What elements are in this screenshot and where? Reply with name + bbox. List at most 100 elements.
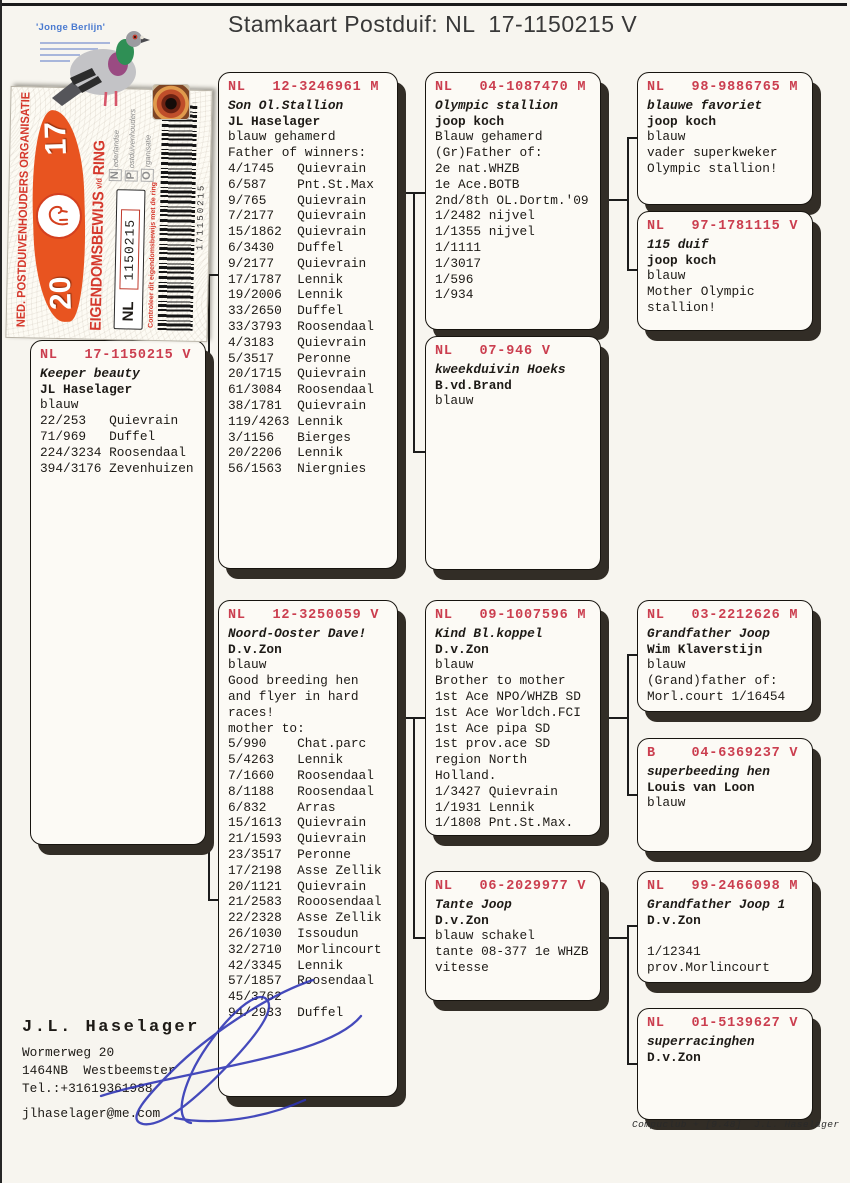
connector-dam-stub: [396, 717, 425, 719]
owner-name: D.v.Zon: [647, 912, 701, 928]
owner-name: joop koch: [435, 113, 505, 129]
pigeon-name: Kind Bl.koppel: [435, 625, 543, 641]
photo-annotations: [40, 38, 114, 66]
ring-number: NL 04-1087470 M: [435, 80, 587, 95]
results-list: blauw Mother Olympic stallion!: [647, 268, 755, 315]
owner-name: D.v.Zon: [435, 641, 489, 657]
owner-name: D.v.Zon: [647, 1049, 701, 1065]
pigeon-photo: [52, 31, 150, 107]
ring-number: NL 03-2212626 M: [647, 608, 799, 623]
pigeon-name: Grandfather Joop 1: [647, 896, 786, 912]
connector-to-ggp1: [627, 137, 637, 139]
ring-number: NL 12-3250059 V: [228, 608, 380, 623]
connector-to-ggp3: [627, 654, 637, 656]
pedigree-box-ggp-5: NL 99-2466098 M Grandfather Joop 1 D.v.Z…: [637, 871, 813, 983]
ring-number: NL 97-1781115 V: [647, 219, 799, 234]
ring-card-face: NED. POSTDUIVENHOUDERS ORGANISATIE 20 17…: [5, 85, 213, 343]
connector-gp3-stub: [599, 717, 629, 719]
owner-name: JL Haselager: [228, 113, 321, 129]
owner-name: B.vd.Brand: [435, 377, 512, 393]
year-left: 20: [43, 276, 78, 311]
ring-number: NL 06-2029977 V: [435, 879, 587, 894]
pedigree-box-ggp-1: NL 98-9886765 M blauwe favoriet joop koc…: [637, 72, 813, 205]
connector-gp1-vertical: [627, 137, 629, 271]
scan-edge-left: [0, 0, 2, 1183]
npo-text-n: ederlandse: [110, 129, 121, 168]
pedigree-box-ggp-3: NL 03-2212626 M Grandfather Joop Wim Kla…: [637, 600, 813, 712]
ring-number-value: 1150215: [119, 209, 141, 290]
pigeon-name: Tante Joop: [435, 896, 512, 912]
ring-number: NL 98-9886765 M: [647, 80, 799, 95]
connector-to-ggp6: [627, 1063, 637, 1065]
ring-number: NL 07-946 V: [435, 344, 551, 359]
ring-number-box: NL 1150215: [113, 189, 146, 330]
owner-name: Louis van Loon: [647, 779, 755, 795]
owner-name: joop koch: [647, 113, 717, 129]
connector-sire-gp-vertical: [413, 192, 415, 453]
barcode: [157, 102, 198, 331]
breeder-address: Wormerweg 20 1464NB Westbeemster Tel.:+3…: [22, 1044, 176, 1098]
npo-year-emblem: 20 17: [29, 109, 89, 323]
scan-edge-top: [0, 3, 847, 6]
ownership-ring-card: NED. POSTDUIVENHOUDERS ORGANISATIE 20 17…: [5, 85, 213, 343]
pedigree-box-grandsire-2: NL 09-1007596 M Kind Bl.koppel D.v.Zon b…: [425, 600, 601, 836]
ring-number: NL 17-1150215 V: [40, 348, 192, 363]
npo-letter-n: N: [108, 169, 122, 182]
pigeon-name: superbeeding hen: [647, 763, 770, 779]
address-line-1: Wormerweg 20: [22, 1045, 115, 1060]
pedigree-box-ggp-4: B 04-6369237 V superbeeding hen Louis va…: [637, 738, 813, 852]
results-list: blauw schakel tante 08-377 1e WHZB vites…: [435, 928, 589, 975]
connector-gp3-vertical: [627, 654, 629, 796]
lion-emblem-icon: [35, 192, 83, 240]
npo-text-p: ostduivenhouders: [126, 108, 138, 169]
pedigree-box-ggp-6: NL 01-5139627 V superracinghen D.v.Zon: [637, 1008, 813, 1120]
results-list: blauw vader superkweker Olympic stallion…: [647, 129, 778, 176]
results-list: 1/12341 prov.Morlincourt: [647, 944, 770, 975]
pigeon-name: blauwe favoriet: [647, 97, 763, 113]
pedigree-box-subject: NL 17-1150215 V Keeper beauty JL Haselag…: [30, 340, 206, 845]
connector-gp4-stub: [599, 937, 629, 939]
card-title: EIGENDOMSBEWIJS v/d RING: [88, 109, 111, 331]
connector-gp4-vertical: [627, 925, 629, 1065]
pigeon-name: Grandfather Joop: [647, 625, 770, 641]
connector-parents-vertical: [208, 274, 210, 901]
year-right: 17: [38, 121, 74, 156]
connector-to-gp4: [413, 937, 425, 939]
pedigree-box-ggp-2: NL 97-1781115 V 115 duif joop koch blauw…: [637, 211, 813, 331]
results-list: blauw Brother to mother 1st Ace NPO/WHZB…: [435, 657, 581, 831]
card-title-vd: v/d: [94, 177, 104, 189]
results-list: blauw Good breeding hen and flyer in har…: [228, 657, 382, 1020]
card-title-ring: RING: [90, 140, 109, 176]
phone-number: Tel.:+31619361988: [22, 1081, 153, 1096]
connector-dam-gp-vertical: [413, 717, 415, 939]
pigeon-eye-photo: [152, 84, 190, 120]
signature: [99, 978, 363, 1126]
pedigree-box-grandsire-1: NL 04-1087470 M Olympic stallion joop ko…: [425, 72, 601, 330]
address-line-2: 1464NB Westbeemster: [22, 1063, 176, 1078]
connector-to-gp2: [413, 451, 425, 453]
pigeon-name: superracinghen: [647, 1033, 755, 1049]
owner-name: joop koch: [647, 252, 717, 268]
results-list: blauw: [435, 393, 474, 409]
pigeon-name-caption: 'Jonge Berlijn': [36, 22, 106, 33]
pigeon-name: 115 duif: [647, 236, 709, 252]
pedigree-box-granddam-2: NL 06-2029977 V Tante Joop D.v.Zon blauw…: [425, 871, 601, 1001]
country-code: NL: [119, 301, 138, 322]
npo-letter-p: P: [124, 170, 138, 182]
software-credit: Compuclub + [9.48] J.L. Haselager: [632, 1119, 840, 1130]
card-organisation-label: NED. POSTDUIVENHOUDERS ORGANISATIE: [13, 91, 33, 328]
pedigree-box-sire: NL 12-3246961 M Son Ol.Stallion JL Hasel…: [218, 72, 398, 569]
pedigree-box-dam: NL 12-3250059 V Noord-Ooster Dave! D.v.Z…: [218, 600, 398, 1097]
email-address: jlhaselager@me.com: [22, 1106, 161, 1121]
ring-number: B 04-6369237 V: [647, 746, 799, 761]
ring-number: NL 09-1007596 M: [435, 608, 587, 623]
card-title-eigendomsbewijs: EIGENDOMSBEWIJS: [87, 191, 108, 331]
connector-gp1-stub: [599, 199, 629, 201]
results-list: blauw gehamerd Father of winners: 4/1745…: [228, 129, 374, 477]
pigeon-name: Olympic stallion: [435, 97, 558, 113]
results-list: blauw: [647, 795, 686, 811]
pigeon-name: Keeper beauty: [40, 365, 140, 381]
connector-to-ggp2: [627, 269, 637, 271]
ring-number: NL 12-3246961 M: [228, 80, 380, 95]
